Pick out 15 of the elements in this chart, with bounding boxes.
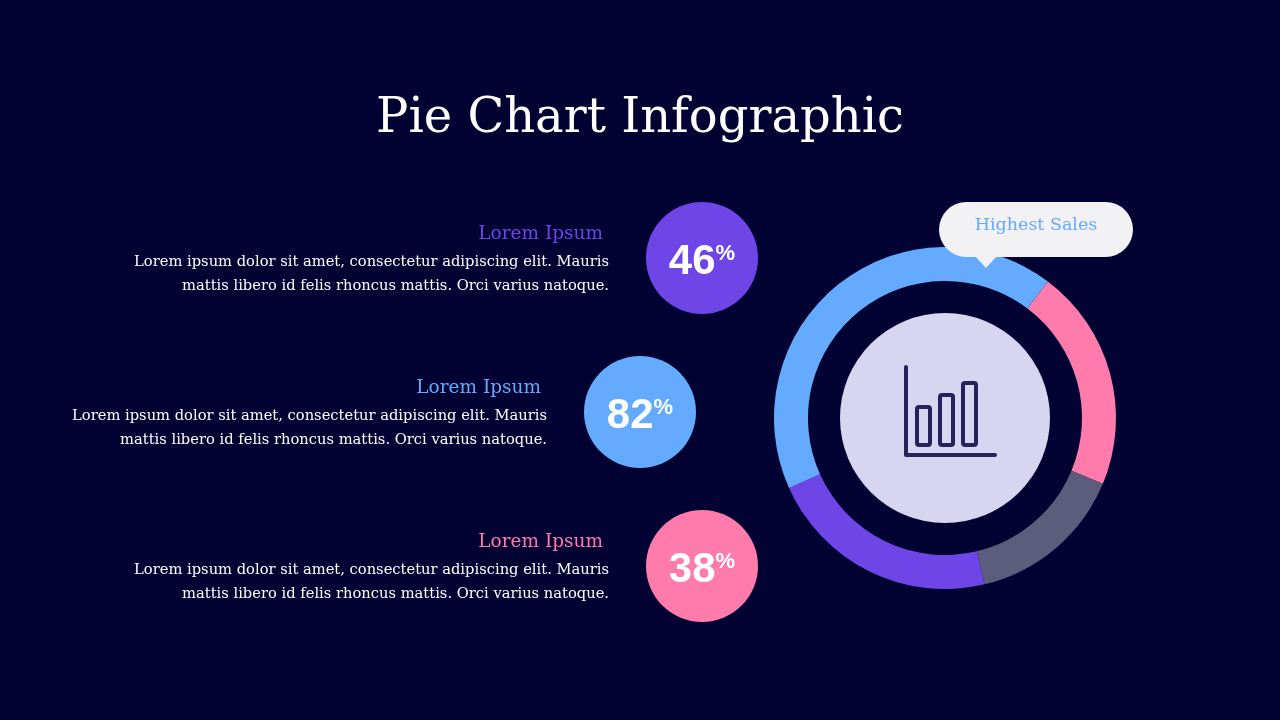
donut-slice: [976, 470, 1103, 585]
donut-slice: [774, 247, 1048, 489]
text: 82$^{%}$: [606, 390, 674, 437]
text: Lorem ipsum dolor sit amet, consectetur adipiscing elit. Mauris mattis libero id felis rhoncus mattis. Orci varius natoque.: [134, 252, 609, 293]
category-label: Lorem Ipsum: [416, 376, 542, 397]
donut-slice: [789, 474, 985, 589]
chart-title: Pie Chart Infographic: [376, 87, 904, 143]
text: 38$^{%}$: [668, 544, 736, 591]
text: Highest Sales: [974, 214, 1098, 234]
text: 46$^{%}$: [668, 236, 736, 283]
text: Lorem ipsum dolor sit amet, consectetur adipiscing elit. Mauris mattis libero id felis rhoncus mattis. Orci varius natoque.: [72, 406, 547, 447]
donut-slice: [1027, 281, 1116, 484]
text: Lorem ipsum dolor sit amet, consectetur adipiscing elit. Mauris mattis libero id felis rhoncus mattis. Orci varius natoque.: [134, 560, 609, 601]
category-label: Lorem Ipsum: [478, 222, 604, 243]
category-label: Lorem Ipsum: [478, 530, 604, 551]
